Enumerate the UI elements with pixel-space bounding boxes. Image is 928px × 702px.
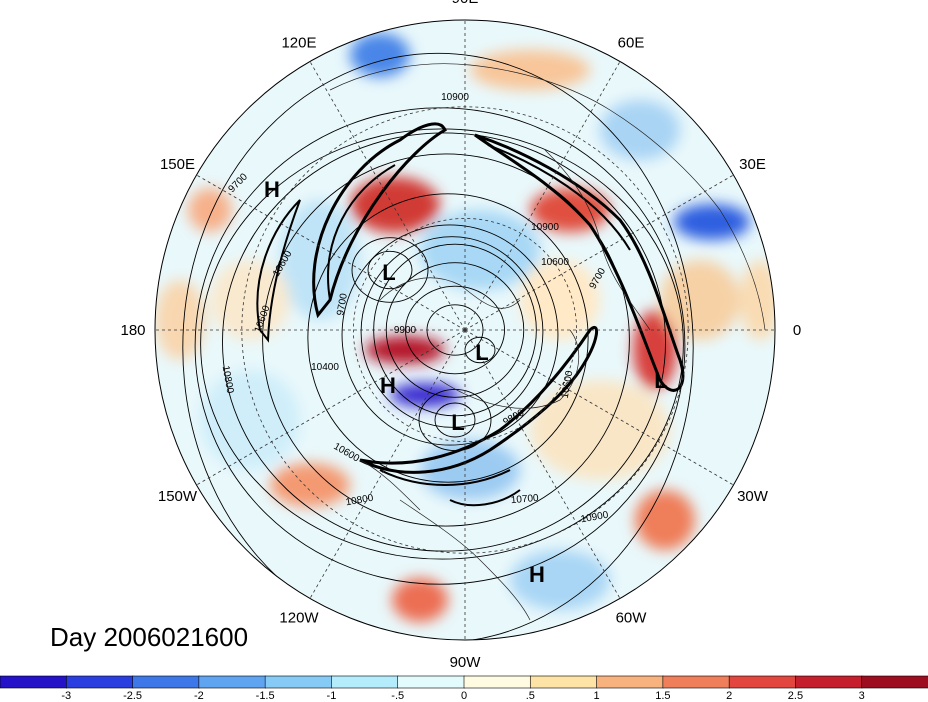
colorbar-tick-label: -1.5 <box>256 690 275 702</box>
colorbar-segment <box>795 675 863 689</box>
contour-label: 10900 <box>580 510 610 526</box>
longitude-label: 90E <box>452 0 479 7</box>
colorbar-tick-label: -2.5 <box>123 690 142 702</box>
longitude-label: 60E <box>618 34 645 51</box>
colorbar-segment <box>861 675 928 689</box>
contour-label: 9700 <box>335 292 350 316</box>
contour-label: 10400 <box>311 362 339 373</box>
colorbar-tick-label: 1.5 <box>655 690 670 702</box>
low-pressure-marker: L <box>451 410 464 435</box>
longitude-label: 150W <box>158 488 198 505</box>
contour-label: 10600 <box>541 257 569 268</box>
colorbar-tick-label: -.5 <box>391 690 404 702</box>
day-title: Day 2006021600 <box>50 622 248 652</box>
longitude-label: 30E <box>739 156 766 173</box>
longitude-label: 150E <box>160 156 195 173</box>
high-pressure-marker: H <box>529 562 545 587</box>
high-pressure-marker: H <box>380 373 396 398</box>
colorbar-tick-label: 2 <box>726 690 732 702</box>
longitude-label: 120E <box>281 34 316 51</box>
high-pressure-marker: H <box>264 177 280 202</box>
colorbar: -3 -2.5 -2 -1.5 -1 -.5 0 .5 1 1.5 2 2.5 3 <box>0 675 928 702</box>
longitude-label: 60W <box>616 610 648 627</box>
colorbar-segment <box>331 675 399 689</box>
colorbar-segment <box>529 675 598 689</box>
contour-label: 10700 <box>510 493 539 506</box>
height-contours <box>182 52 694 640</box>
map-boundary <box>154 19 776 641</box>
colorbar-segment <box>65 675 134 689</box>
low-pressure-marker: L <box>475 340 488 365</box>
colorbar-tick-label: .5 <box>526 690 535 702</box>
longitude-label: 120W <box>279 610 319 627</box>
colorbar-segment <box>397 675 465 689</box>
longitude-label: 30W <box>737 488 769 505</box>
low-pressure-marker: L <box>654 368 667 393</box>
colorbar-tick-label: -1 <box>327 690 337 702</box>
contour-label: 10600 <box>560 369 576 399</box>
colorbar-segment <box>264 675 333 689</box>
longitude-label: 180 <box>120 322 145 339</box>
colorbar-segment <box>662 675 730 689</box>
colorbar-tick-label: -2 <box>194 690 204 702</box>
longitude-labels: 90E 60E 30E 0 30W 60W 90W 120W 150W 180 150E 120E <box>120 0 801 671</box>
contour-label: 9900 <box>394 325 417 336</box>
low-pressure-marker: L <box>382 260 395 285</box>
colorbar-tick-label: 2.5 <box>788 690 803 702</box>
colorbar-segment <box>198 675 266 689</box>
contour-label: 10800 <box>220 365 236 395</box>
colorbar-tick-label: 1 <box>594 690 600 702</box>
colorbar-segment <box>596 675 664 689</box>
contour-label: 10900 <box>441 92 469 103</box>
colorbar-segment <box>463 675 532 689</box>
colorbar-tick-label: -3 <box>61 690 71 702</box>
pressure-markers: H L L H L L H <box>264 177 668 587</box>
colorbar-segment <box>132 675 200 689</box>
longitude-label: 0 <box>793 322 801 339</box>
longitude-label: 90W <box>450 654 482 671</box>
jet-streaks <box>256 122 685 507</box>
colorbar-segment <box>0 675 68 689</box>
colorbar-segment <box>728 675 797 689</box>
colorbar-tick-label: 3 <box>859 690 865 702</box>
contour-label: 10900 <box>531 222 559 233</box>
graticule <box>155 20 775 640</box>
contour-label: 10800 <box>345 493 375 509</box>
colorbar-tick-label: 0 <box>461 690 467 702</box>
